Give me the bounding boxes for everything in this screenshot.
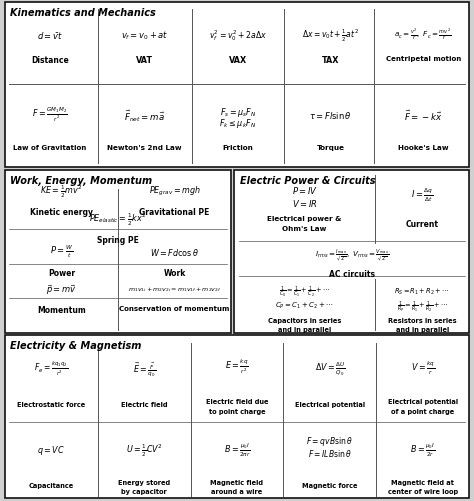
Bar — [5, 336, 469, 498]
Text: $\tau = Fl\sin\theta$: $\tau = Fl\sin\theta$ — [310, 110, 352, 121]
Text: Hooke's Law: Hooke's Law — [398, 145, 448, 151]
Text: of a point charge: of a point charge — [391, 408, 455, 414]
Text: Energy stored: Energy stored — [118, 479, 170, 485]
Text: $F = ILB\sin\theta$: $F = ILB\sin\theta$ — [308, 447, 352, 457]
Text: Work: Work — [164, 268, 186, 277]
Text: $PE_{elastic} = \frac{1}{2}kx^2$: $PE_{elastic} = \frac{1}{2}kx^2$ — [89, 211, 147, 227]
Text: $F_e = \frac{kq_1q_2}{r^2}$: $F_e = \frac{kq_1q_2}{r^2}$ — [34, 359, 68, 377]
Text: to point charge: to point charge — [209, 408, 265, 414]
Text: and in parallel: and in parallel — [278, 327, 331, 333]
Text: $B = \frac{\mu_0 I}{2\pi r}$: $B = \frac{\mu_0 I}{2\pi r}$ — [224, 441, 250, 458]
Text: $v_f^2 = v_0^2 + 2a\Delta x$: $v_f^2 = v_0^2 + 2a\Delta x$ — [209, 28, 267, 43]
Text: Magnetic field: Magnetic field — [210, 479, 264, 485]
Text: Electrical potential: Electrical potential — [295, 401, 365, 407]
Text: TAX: TAX — [322, 56, 339, 65]
Text: VAX: VAX — [229, 56, 247, 65]
Text: Power: Power — [48, 268, 75, 277]
Text: Electrostatic force: Electrostatic force — [17, 401, 85, 407]
Text: $\frac{1}{R_P} = \frac{1}{R_1} + \frac{1}{R_2} + \cdots$: $\frac{1}{R_P} = \frac{1}{R_1} + \frac{1… — [397, 298, 448, 313]
Bar — [5, 3, 469, 168]
Text: $\vec{F} = -k\vec{x}$: $\vec{F} = -k\vec{x}$ — [404, 109, 442, 123]
Text: $V = \frac{kq}{r}$: $V = \frac{kq}{r}$ — [411, 360, 435, 377]
Text: Torque: Torque — [317, 145, 345, 151]
Text: $d = \bar{v}t$: $d = \bar{v}t$ — [36, 30, 63, 41]
Text: Kinetic energy: Kinetic energy — [30, 208, 93, 217]
Text: Law of Gravitation: Law of Gravitation — [13, 145, 86, 151]
Text: $I_{rms} = \frac{I_{max}}{\sqrt{2}},\ V_{rms} = \frac{V_{max}}{\sqrt{2}}$: $I_{rms} = \frac{I_{max}}{\sqrt{2}},\ V_… — [315, 247, 389, 263]
Text: $\Delta V = \frac{\Delta U}{Q_0}$: $\Delta V = \frac{\Delta U}{Q_0}$ — [315, 360, 345, 377]
Text: $B = \frac{\mu_0 I}{2r}$: $B = \frac{\mu_0 I}{2r}$ — [410, 441, 436, 458]
Text: Resistors in series: Resistors in series — [388, 317, 456, 323]
Text: $F = qvB\sin\theta$: $F = qvB\sin\theta$ — [306, 434, 354, 447]
Text: $m_1v_{1i}+m_2v_{2i}=m_1v_{1f}+m_2v_{2f}$: $m_1v_{1i}+m_2v_{2i}=m_1v_{1f}+m_2v_{2f}… — [128, 285, 221, 294]
Text: Magnetic field at: Magnetic field at — [392, 479, 454, 485]
Text: Momentum: Momentum — [37, 306, 86, 315]
Text: Electric field due: Electric field due — [206, 398, 268, 404]
Text: Capacitors in series: Capacitors in series — [268, 317, 341, 323]
Text: $q = VC$: $q = VC$ — [37, 443, 65, 456]
Text: Electric Power & Circuits: Electric Power & Circuits — [240, 175, 375, 185]
Text: $V = IR$: $V = IR$ — [292, 197, 318, 208]
Text: $F_k \leq \mu_k F_N$: $F_k \leq \mu_k F_N$ — [219, 117, 256, 130]
Text: $U = \frac{1}{2}CV^2$: $U = \frac{1}{2}CV^2$ — [126, 441, 163, 458]
Text: Ohm's Law: Ohm's Law — [283, 225, 327, 231]
Text: $v_f = v_0 + at$: $v_f = v_0 + at$ — [121, 30, 168, 42]
Text: Work, Energy, Momentum: Work, Energy, Momentum — [10, 175, 153, 185]
Text: center of wire loop: center of wire loop — [388, 488, 458, 494]
Text: Electric field: Electric field — [121, 401, 167, 407]
Text: $P = \frac{W}{t}$: $P = \frac{W}{t}$ — [50, 243, 73, 260]
Text: Capacitance: Capacitance — [28, 482, 74, 488]
Text: $P = IV$: $P = IV$ — [292, 184, 318, 195]
Text: Magnetic force: Magnetic force — [302, 482, 358, 488]
Bar — [234, 170, 469, 333]
Text: $PE_{grav} = mgh$: $PE_{grav} = mgh$ — [149, 185, 201, 198]
Text: $F_s = \mu_s F_N$: $F_s = \mu_s F_N$ — [219, 106, 256, 119]
Text: around a wire: around a wire — [211, 488, 263, 494]
Text: $a_c = \frac{v^2}{r},\ F_c = \frac{mv^2}{r}$: $a_c = \frac{v^2}{r},\ F_c = \frac{mv^2}… — [394, 28, 452, 43]
Text: Distance: Distance — [31, 56, 69, 65]
Text: and in parallel: and in parallel — [396, 327, 449, 333]
Text: Electrical potential: Electrical potential — [388, 398, 458, 404]
Text: Gravitational PE: Gravitational PE — [139, 208, 210, 217]
Text: Centripetal motion: Centripetal motion — [386, 56, 461, 62]
Text: $\vec{E} = \frac{\vec{F}}{q_0}$: $\vec{E} = \frac{\vec{F}}{q_0}$ — [133, 359, 155, 377]
Text: Newton's 2nd Law: Newton's 2nd Law — [107, 145, 182, 151]
Text: $E = \frac{kq}{r^2}$: $E = \frac{kq}{r^2}$ — [225, 356, 249, 375]
Text: Spring PE: Spring PE — [97, 235, 139, 244]
Text: Conservation of momentum: Conservation of momentum — [119, 306, 230, 312]
Text: $\vec{F}_{net} = m\vec{a}$: $\vec{F}_{net} = m\vec{a}$ — [124, 108, 165, 124]
Text: $KE = \frac{1}{2}mv^2$: $KE = \frac{1}{2}mv^2$ — [40, 183, 82, 200]
Text: Friction: Friction — [222, 145, 254, 151]
Text: $C_P = C_1 + C_2 + \cdots$: $C_P = C_1 + C_2 + \cdots$ — [275, 301, 334, 311]
Text: Current: Current — [406, 219, 439, 228]
Text: $\frac{1}{C_S} = \frac{1}{C_1} + \frac{1}{C_2} + \cdots$: $\frac{1}{C_S} = \frac{1}{C_1} + \frac{1… — [279, 284, 330, 298]
Text: Kinematics and Mechanics: Kinematics and Mechanics — [10, 8, 156, 18]
Text: AC circuits: AC circuits — [328, 270, 375, 279]
Text: by capacitor: by capacitor — [121, 488, 167, 494]
Text: $R_S = R_1 + R_2 + \cdots$: $R_S = R_1 + R_2 + \cdots$ — [394, 286, 450, 296]
Text: $W = Fd\cos\theta$: $W = Fd\cos\theta$ — [150, 246, 199, 257]
Text: $\vec{p} = m\vec{v}$: $\vec{p} = m\vec{v}$ — [46, 282, 77, 296]
Text: VAT: VAT — [136, 56, 153, 65]
Bar — [5, 170, 231, 333]
Text: Electricity & Magnetism: Electricity & Magnetism — [10, 341, 142, 351]
Text: $F = \frac{GM_1 M_2}{r^2}$: $F = \frac{GM_1 M_2}{r^2}$ — [32, 105, 68, 123]
Text: $I = \frac{\Delta q}{\Delta t}$: $I = \frac{\Delta q}{\Delta t}$ — [411, 186, 434, 203]
Text: $\Delta x = v_0 t + \frac{1}{2}at^2$: $\Delta x = v_0 t + \frac{1}{2}at^2$ — [302, 28, 359, 44]
Text: Electrical power &: Electrical power & — [267, 216, 342, 222]
